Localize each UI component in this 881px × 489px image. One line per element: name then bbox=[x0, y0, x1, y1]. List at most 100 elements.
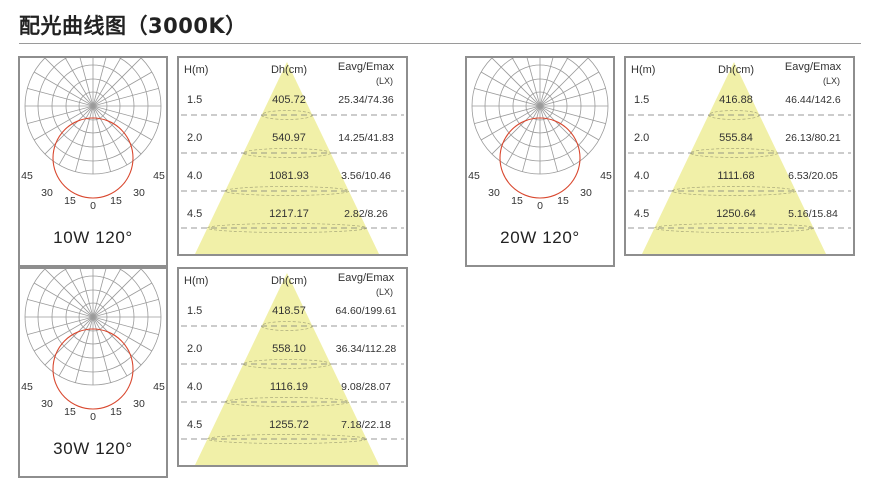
angle-tick-label: 30 bbox=[41, 187, 53, 199]
polar-grid bbox=[471, 58, 609, 199]
cell-diameter: 418.57 bbox=[272, 305, 306, 317]
title-divider bbox=[19, 43, 861, 44]
header-height: H(m) bbox=[184, 275, 208, 287]
header-illuminance: Eavg/Emax bbox=[338, 272, 395, 284]
cell-illuminance: 64.60/199.61 bbox=[335, 305, 396, 317]
cell-diameter: 416.88 bbox=[719, 94, 753, 106]
cell-height: 1.5 bbox=[187, 94, 202, 106]
cell-height: 2.0 bbox=[634, 132, 649, 144]
beam-spot-ellipse bbox=[224, 397, 350, 407]
polar-grid bbox=[24, 269, 162, 410]
angle-tick-label: 30 bbox=[133, 187, 145, 199]
distribution-curve bbox=[52, 117, 134, 199]
photometric-table-20w: H(m) Dh(cm) Eavg/Emax (LX) 1.5 416.88 46.44/14… bbox=[624, 56, 855, 256]
grid-spoke bbox=[27, 88, 159, 124]
header-illuminance-unit: (LX) bbox=[823, 76, 840, 86]
grid-spoke bbox=[27, 299, 159, 335]
angle-tick-label: 30 bbox=[488, 187, 500, 199]
cell-illuminance: 7.18/22.18 bbox=[341, 419, 391, 431]
header-height: H(m) bbox=[631, 64, 655, 76]
header-diameter: Dh(cm) bbox=[271, 275, 307, 287]
photometric-table-30w: H(m) Dh(cm) Eavg/Emax (LX) 1.5 418.57 64.60/19… bbox=[177, 267, 408, 467]
polar-diagram-20w: 45 30 15 0 15 30 45 20W 120° bbox=[465, 56, 615, 267]
cell-height: 4.5 bbox=[187, 208, 202, 220]
cell-diameter: 1081.93 bbox=[269, 170, 309, 182]
beam-table-graphic: H(m) Dh(cm) Eavg/Emax (LX) 1.5 405.72 25.34/74… bbox=[181, 61, 404, 254]
beam-table-graphic: H(m) Dh(cm) Eavg/Emax (LX) 1.5 418.57 64.60/19… bbox=[181, 272, 404, 465]
light-cone bbox=[195, 62, 379, 254]
cell-diameter: 1255.72 bbox=[269, 419, 309, 431]
angle-tick-label: 15 bbox=[557, 195, 569, 207]
cell-illuminance: 2.82/8.26 bbox=[344, 208, 388, 220]
cell-height: 1.5 bbox=[634, 94, 649, 106]
angle-tick-label: 15 bbox=[64, 195, 76, 207]
cell-illuminance: 6.53/20.05 bbox=[788, 170, 838, 182]
cell-height: 2.0 bbox=[187, 132, 202, 144]
angle-tick-label: 0 bbox=[537, 200, 543, 212]
angle-tick-label: 45 bbox=[21, 381, 33, 393]
cell-illuminance: 9.08/28.07 bbox=[341, 381, 391, 393]
polar-grid-graphic: 45 30 15 0 15 30 45 bbox=[21, 58, 165, 212]
polar-power-label: 20W 120° bbox=[500, 228, 580, 247]
header-illuminance-unit: (LX) bbox=[376, 76, 393, 86]
cell-diameter: 1250.64 bbox=[716, 208, 756, 220]
beam-spot-ellipse bbox=[243, 148, 331, 158]
angle-tick-label: 45 bbox=[153, 381, 165, 393]
light-cone bbox=[642, 62, 826, 254]
header-illuminance: Eavg/Emax bbox=[785, 61, 842, 73]
cell-height: 4.5 bbox=[187, 419, 202, 431]
angle-tick-label: 15 bbox=[511, 195, 523, 207]
angle-tick-label: 45 bbox=[153, 170, 165, 182]
polar-grid-graphic: 45 30 15 0 15 30 45 bbox=[21, 269, 165, 423]
distribution-curve bbox=[499, 117, 581, 199]
polar-diagram-30w: 45 30 15 0 15 30 45 30W 120° bbox=[18, 267, 168, 478]
polar-grid-graphic: 45 30 15 0 15 30 45 bbox=[468, 58, 612, 212]
angle-tick-label: 0 bbox=[90, 200, 96, 212]
distribution-curve bbox=[52, 328, 134, 410]
grid-spoke bbox=[474, 88, 606, 124]
cell-diameter: 1111.68 bbox=[717, 170, 754, 182]
angle-tick-label: 15 bbox=[64, 406, 76, 418]
header-height: H(m) bbox=[184, 64, 208, 76]
photometric-table-10w: H(m) Dh(cm) Eavg/Emax (LX) 1.5 405.72 25.34/74… bbox=[177, 56, 408, 256]
cell-illuminance: 5.16/15.84 bbox=[788, 208, 838, 220]
angle-tick-label: 45 bbox=[21, 170, 33, 182]
cell-diameter: 1217.17 bbox=[269, 208, 309, 220]
cell-diameter: 555.84 bbox=[719, 132, 753, 144]
cell-illuminance: 3.56/10.46 bbox=[341, 170, 391, 182]
angle-tick-label: 30 bbox=[133, 398, 145, 410]
angle-tick-label: 15 bbox=[110, 195, 122, 207]
polar-grid bbox=[24, 58, 162, 199]
header-illuminance-unit: (LX) bbox=[376, 287, 393, 297]
cell-illuminance: 26.13/80.21 bbox=[785, 132, 841, 144]
cell-diameter: 558.10 bbox=[272, 343, 306, 355]
cell-height: 4.5 bbox=[634, 208, 649, 220]
angle-tick-label: 45 bbox=[468, 170, 480, 182]
header-diameter: Dh(cm) bbox=[718, 64, 754, 76]
beam-spot-ellipse bbox=[224, 186, 350, 196]
beam-spot-ellipse bbox=[690, 148, 778, 158]
cell-height: 4.0 bbox=[187, 170, 202, 182]
cell-diameter: 405.72 bbox=[272, 94, 306, 106]
header-illuminance: Eavg/Emax bbox=[338, 61, 395, 73]
cell-illuminance: 46.44/142.6 bbox=[785, 94, 841, 106]
angle-tick-label: 0 bbox=[90, 411, 96, 423]
cell-height: 4.0 bbox=[187, 381, 202, 393]
angle-tick-label: 15 bbox=[110, 406, 122, 418]
cell-illuminance: 14.25/41.83 bbox=[338, 132, 394, 144]
angle-tick-label: 30 bbox=[580, 187, 592, 199]
beam-table-graphic: H(m) Dh(cm) Eavg/Emax (LX) 1.5 416.88 46.44/14… bbox=[628, 61, 851, 254]
polar-power-label: 30W 120° bbox=[53, 439, 133, 458]
light-cone bbox=[195, 273, 379, 465]
cell-height: 4.0 bbox=[634, 170, 649, 182]
cell-illuminance: 36.34/112.28 bbox=[336, 343, 397, 355]
cell-diameter: 540.97 bbox=[272, 132, 306, 144]
cell-height: 2.0 bbox=[187, 343, 202, 355]
angle-tick-label: 45 bbox=[600, 170, 612, 182]
cell-illuminance: 25.34/74.36 bbox=[338, 94, 394, 106]
polar-power-label: 10W 120° bbox=[53, 228, 133, 247]
polar-diagram-10w: 45 30 15 0 15 30 45 10W 120° bbox=[18, 56, 168, 267]
page-title: 配光曲线图（3000K） bbox=[19, 14, 247, 38]
cell-height: 1.5 bbox=[187, 305, 202, 317]
header-diameter: Dh(cm) bbox=[271, 64, 307, 76]
